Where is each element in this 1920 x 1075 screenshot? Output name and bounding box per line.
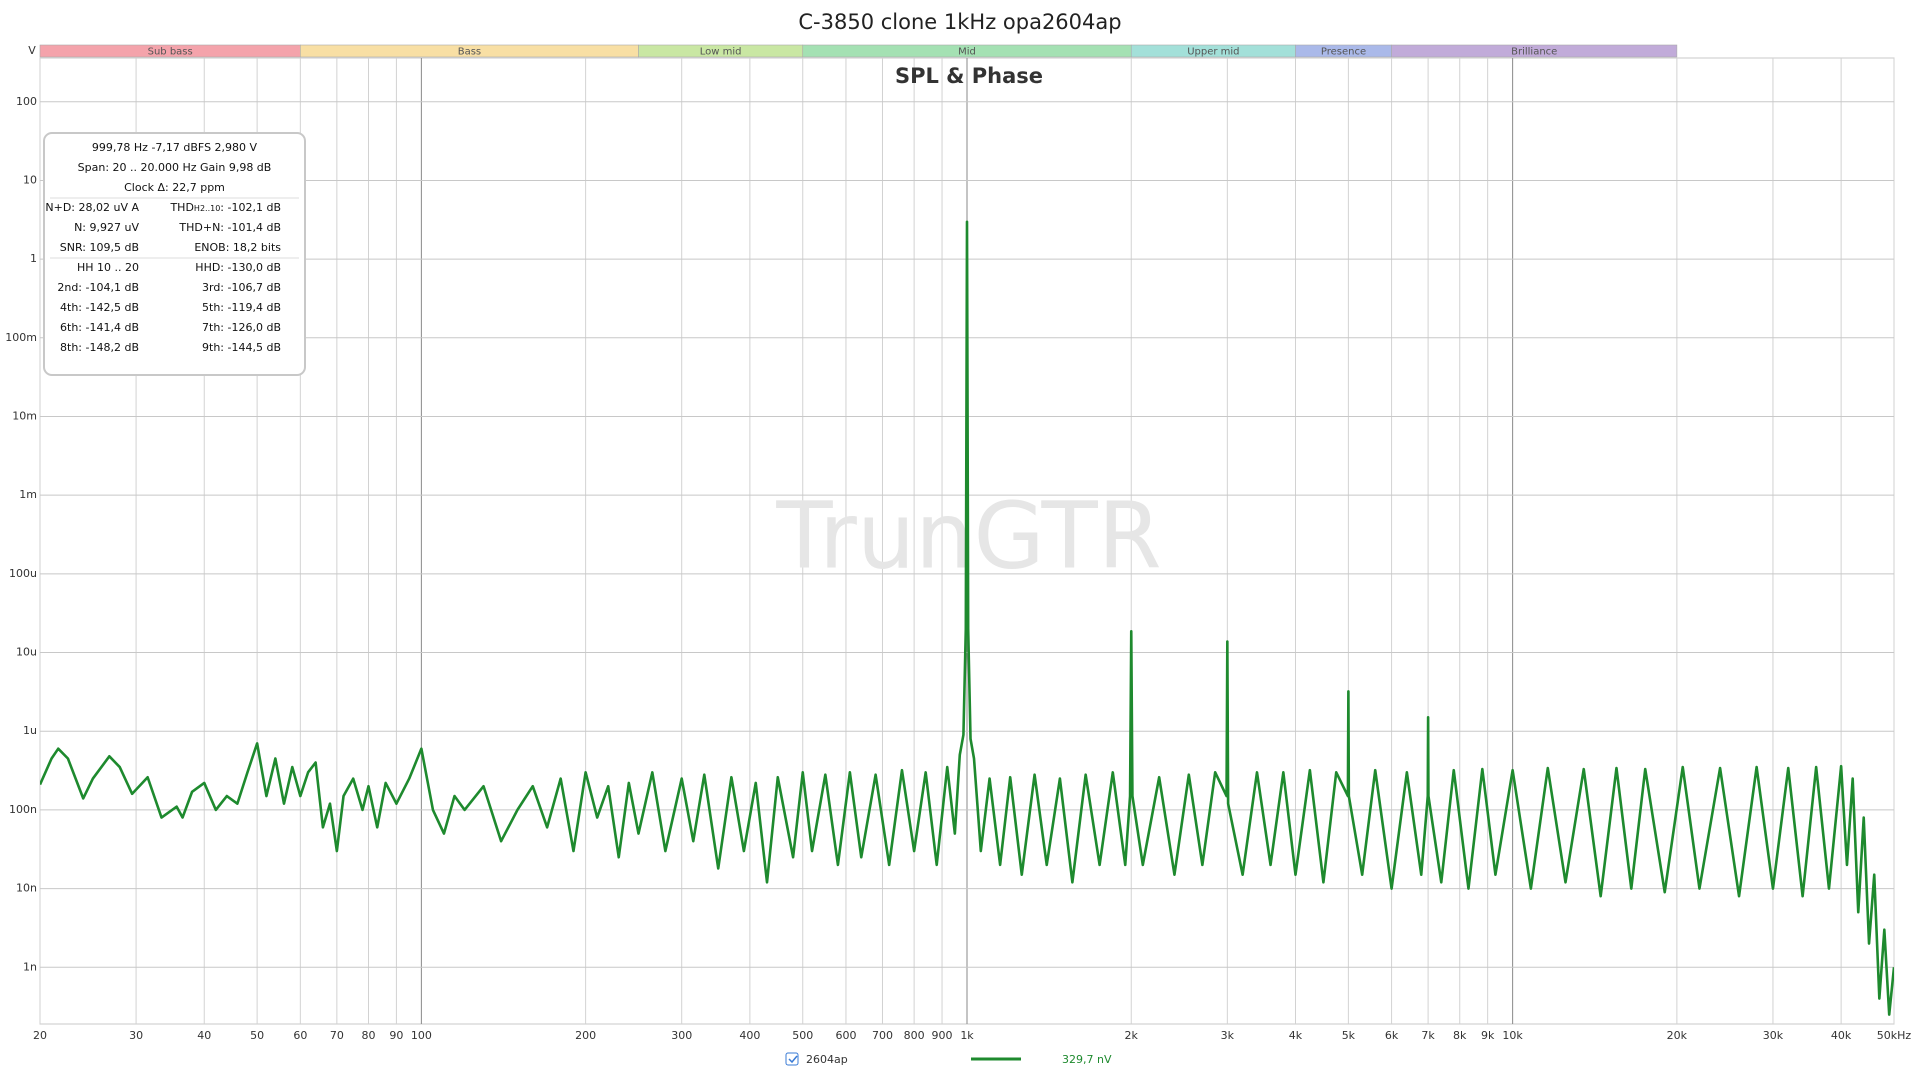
band-label: Presence — [1321, 47, 1366, 58]
legend-readout: 329,7 nV — [1062, 1053, 1112, 1066]
band-label: Mid — [958, 47, 976, 58]
y-tick-label: 1m — [19, 488, 37, 501]
info-text: HH 10 .. 20 — [77, 261, 139, 274]
x-tick-label: 200 — [575, 1029, 596, 1042]
y-tick-label: 1u — [23, 724, 37, 737]
x-tick-label: 300 — [671, 1029, 692, 1042]
x-tick-label: 7k — [1421, 1029, 1435, 1042]
band-label: Brilliance — [1511, 47, 1557, 58]
info-text: 7th: -126,0 dB — [202, 321, 281, 334]
x-tick-label: 600 — [835, 1029, 856, 1042]
band-label: Upper mid — [1187, 47, 1239, 58]
info-text-part: : -102,1 dB — [220, 201, 281, 214]
x-tick-label: 6k — [1385, 1029, 1399, 1042]
x-tick-label: 80 — [361, 1029, 375, 1042]
y-tick-label: 10n — [16, 882, 37, 895]
x-tick-label: 9k — [1481, 1029, 1495, 1042]
check-mark — [788, 1055, 798, 1064]
info-text: 999,78 Hz -7,17 dBFS 2,980 V — [92, 141, 258, 154]
info-text: ENOB: 18,2 bits — [194, 241, 281, 254]
legend: 2604ap 329,7 nV — [785, 1052, 1112, 1066]
x-tick-label: 5k — [1342, 1029, 1356, 1042]
y-tick-label: 1n — [23, 960, 37, 973]
y-tick-label: 10u — [16, 646, 37, 659]
info-text: 9th: -144,5 dB — [202, 341, 281, 354]
info-box: 999,78 Hz -7,17 dBFS 2,980 V Span: 20 .. … — [43, 132, 306, 376]
x-tick-label: 100 — [411, 1029, 432, 1042]
y-tick-label: 100u — [9, 567, 37, 580]
info-text: N: 9,927 uV — [74, 221, 139, 234]
info-text: 4th: -142,5 dB — [60, 301, 139, 314]
y-tick-label: 10m — [12, 409, 37, 422]
x-tick-label: 800 — [904, 1029, 925, 1042]
y-tick-label: 1 — [30, 252, 37, 265]
y-tick-label: 100 — [16, 95, 37, 108]
x-tick-label: 40 — [197, 1029, 211, 1042]
x-tick-label: 4k — [1289, 1029, 1303, 1042]
band-label: Low mid — [700, 47, 742, 58]
x-tick-label: 400 — [739, 1029, 760, 1042]
info-text: THD+N: -101,4 dB — [178, 221, 281, 234]
info-text-part: THD — [169, 201, 193, 214]
x-tick-label: 60 — [293, 1029, 307, 1042]
x-tick-label: 40k — [1831, 1029, 1852, 1042]
x-tick-label: 70 — [330, 1029, 344, 1042]
info-box-frame — [43, 132, 306, 376]
info-text-part: H2..10 — [194, 204, 220, 213]
x-tick-label: 50 — [250, 1029, 264, 1042]
info-text: 5th: -119,4 dB — [202, 301, 281, 314]
x-tick-label: 90 — [389, 1029, 403, 1042]
x-tick-label: 1k — [960, 1029, 974, 1042]
x-tick-label: 30 — [129, 1029, 143, 1042]
x-tick-label: 10k — [1502, 1029, 1523, 1042]
band-label: Bass — [458, 47, 481, 58]
chart-subtitle: SPL & Phase — [895, 64, 1043, 88]
y-tick-label: 10 — [23, 173, 37, 186]
x-tick-label: 20k — [1667, 1029, 1688, 1042]
x-tick-label: 900 — [932, 1029, 953, 1042]
frequency-band — [1391, 44, 1678, 58]
info-text: 2nd: -104,1 dB — [57, 281, 139, 294]
info-text: Clock Δ: 22,7 ppm — [124, 181, 225, 194]
legend-checkbox[interactable] — [785, 1052, 799, 1066]
series-line — [40, 220, 1894, 1016]
chart-title: C-3850 clone 1kHz opa2604ap — [798, 10, 1121, 34]
x-tick-label: 20 — [33, 1029, 47, 1042]
x-tick-label: 500 — [792, 1029, 813, 1042]
y-tick-label: 100m — [5, 331, 37, 344]
legend-label: 2604ap — [806, 1053, 848, 1066]
info-text: SNR: 109,5 dB — [60, 241, 139, 254]
x-tick-label: 50kHz — [1877, 1029, 1912, 1042]
info-text: 3rd: -106,7 dB — [202, 281, 281, 294]
info-text: 6th: -141,4 dB — [60, 321, 139, 334]
info-text: HHD: -130,0 dB — [195, 261, 281, 274]
info-text: Span: 20 .. 20.000 Hz Gain 9,98 dB — [78, 161, 272, 174]
x-tick-label: 3k — [1221, 1029, 1235, 1042]
x-tick-label: 2k — [1125, 1029, 1139, 1042]
info-text: THDH2..10: -102,1 dB — [169, 201, 281, 214]
y-unit: V — [28, 44, 36, 57]
x-tick-label: 30k — [1763, 1029, 1784, 1042]
info-text: N+D: 28,02 uV A — [45, 201, 139, 214]
x-tick-label: 8k — [1453, 1029, 1467, 1042]
x-tick-label: 700 — [872, 1029, 893, 1042]
band-label: Sub bass — [148, 47, 193, 58]
info-text: 8th: -148,2 dB — [60, 341, 139, 354]
y-tick-label: 100n — [9, 803, 37, 816]
